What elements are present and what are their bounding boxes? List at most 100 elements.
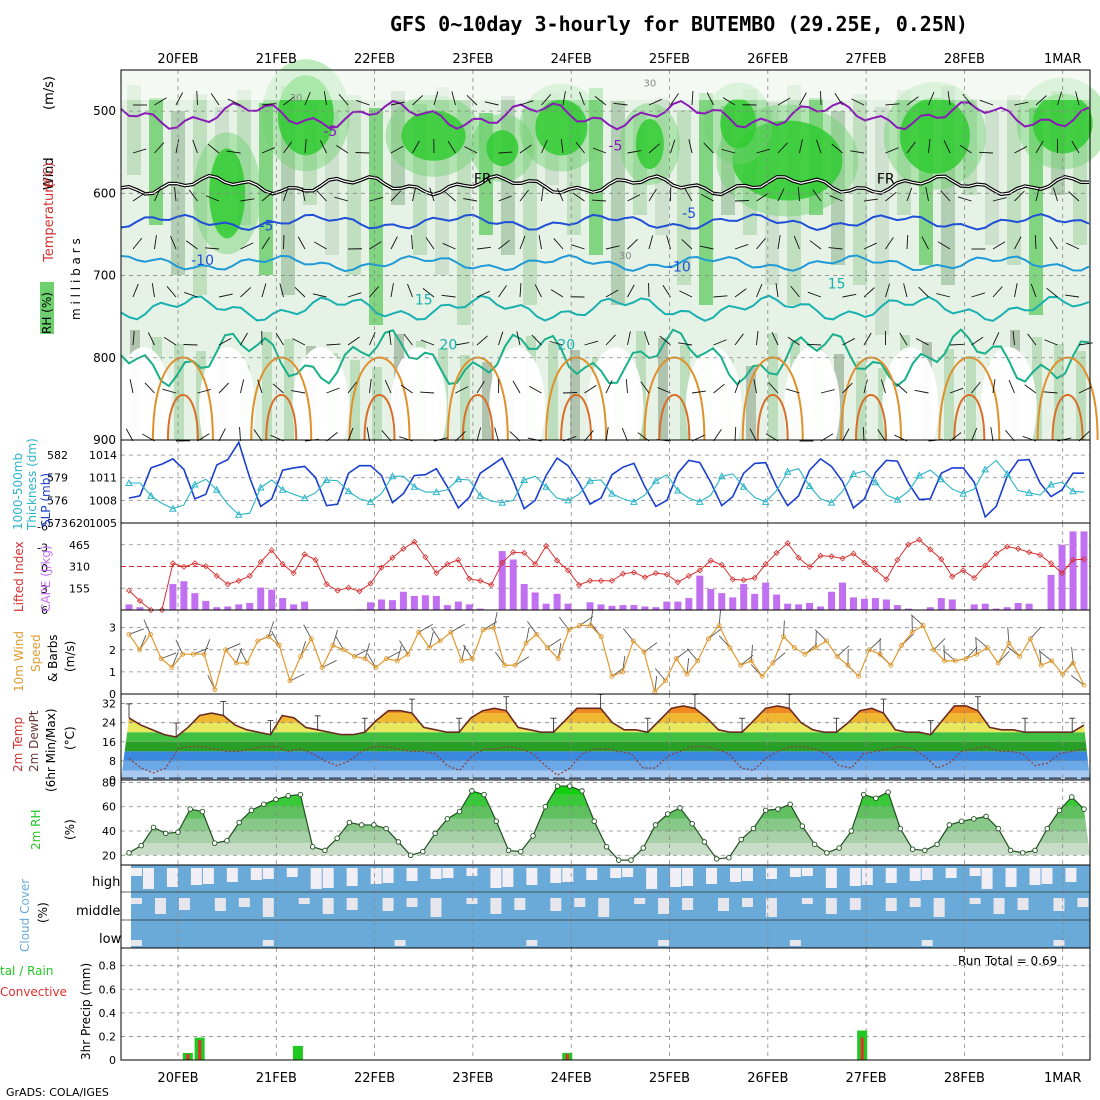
cape-bar	[893, 605, 901, 610]
cape-bar	[191, 593, 199, 610]
wind10-barb	[143, 619, 151, 635]
wind-barb	[722, 97, 736, 106]
lifted-index-marker	[378, 564, 385, 571]
isotherm-minus10	[120, 254, 1090, 273]
wind10-marker	[770, 660, 776, 666]
wind-barb	[807, 291, 822, 298]
wind-barb	[550, 289, 564, 298]
wind-barb	[442, 242, 456, 250]
wind10-marker	[416, 629, 422, 635]
lifted-index-marker	[960, 567, 967, 574]
cloud-high-gap	[430, 868, 442, 879]
panel-frame	[120, 947, 1091, 1061]
lifted-index-marker	[619, 570, 627, 577]
wind-barb	[261, 103, 276, 106]
wind-barb	[992, 197, 1007, 202]
cape-bar	[1069, 531, 1077, 610]
wind-barb	[253, 429, 263, 442]
date-label-bottom: 21FEB	[256, 1071, 297, 1086]
contour-label: 30	[290, 93, 303, 104]
rh2m-marker	[273, 796, 279, 803]
wind-barb	[863, 332, 872, 346]
wind-barb	[447, 140, 456, 154]
rh2m-marker	[1069, 794, 1075, 800]
temp-band	[121, 770, 1090, 780]
cloud-high-gap	[765, 868, 777, 879]
wind10-marker	[609, 673, 615, 679]
rh2m-marker	[407, 852, 414, 859]
wind10-marker	[1017, 653, 1023, 659]
cape-label: CAPE (J/kg)	[39, 545, 53, 612]
rh-dry-pocket	[115, 347, 172, 468]
lifted-index-marker	[334, 587, 341, 594]
wind10-marker	[180, 651, 186, 657]
wind10-marker	[673, 656, 679, 662]
wind10-barb	[495, 651, 505, 666]
cape-bar	[926, 607, 934, 610]
wind-barb	[562, 91, 566, 106]
temp-band	[121, 705, 1090, 714]
cloud-high-gap	[166, 868, 178, 887]
wind-barb	[592, 199, 607, 202]
rh2m-marker	[1056, 807, 1063, 814]
wind10-barb	[974, 636, 988, 648]
wind-barb	[978, 151, 994, 154]
wind-barb	[863, 379, 868, 394]
rh2m-marker	[664, 811, 671, 817]
wind10-barb	[525, 627, 530, 644]
isotherm-minus5	[120, 213, 1090, 232]
lifted-index-marker	[235, 577, 242, 584]
wind-barb	[1035, 140, 1044, 154]
isotherm-warmer	[166, 394, 199, 441]
rh-column-low	[746, 366, 756, 440]
rh-moist-blob	[486, 130, 519, 167]
cloud-high-gap	[310, 868, 322, 889]
rh2m-marker	[309, 844, 316, 850]
wind10-marker	[298, 653, 304, 659]
wind-barb	[166, 285, 177, 298]
rh2m-marker	[615, 857, 622, 863]
wind-barb	[390, 236, 398, 250]
lifted-index-marker	[433, 570, 440, 577]
wind10-marker	[888, 662, 894, 668]
lifted-index-marker	[740, 577, 747, 584]
cloud-low-gap	[131, 940, 142, 946]
wind-barb	[429, 187, 435, 202]
wind-barb	[205, 247, 220, 250]
t2-label-a: 2m Temp	[11, 717, 25, 772]
cloud-high-gap	[322, 868, 334, 888]
wind-barb	[1014, 146, 1028, 154]
cape-bar	[169, 584, 177, 610]
wind-barb	[455, 342, 470, 346]
wind10-barb	[332, 629, 338, 646]
wind10-marker	[577, 623, 583, 628]
date-label-bottom: 25FEB	[649, 1071, 690, 1086]
wind10-barb	[589, 609, 594, 626]
wind-barb	[937, 241, 951, 250]
rh2m-marker	[958, 818, 965, 825]
wind-barb	[971, 292, 986, 298]
lifted-index-marker	[191, 560, 198, 567]
wind-barb	[347, 381, 357, 394]
lifted-index-line	[128, 539, 1085, 611]
lifted-index-marker	[1058, 570, 1066, 577]
precip-convective-bar	[186, 1054, 190, 1060]
wind10-barb	[686, 658, 690, 675]
li-tick: 3	[41, 583, 48, 596]
contour-label: FR	[877, 171, 895, 187]
cloud-middle-gap	[214, 898, 226, 911]
wind-barb	[842, 428, 850, 442]
wind-barb	[541, 140, 548, 154]
wind10-marker	[308, 636, 314, 642]
thickness-marker	[432, 488, 441, 496]
thickness-marker	[366, 497, 375, 505]
rh2-units: (%)	[63, 819, 77, 840]
wind-barb	[605, 289, 619, 298]
wind-barb	[425, 237, 435, 250]
wind-barb	[1035, 95, 1047, 106]
cloud-high-gap	[526, 868, 538, 885]
cloud-middle-gap	[322, 898, 334, 914]
contour-label: 20	[557, 338, 575, 354]
wind10-marker	[716, 623, 722, 628]
wind10-barb	[268, 621, 275, 637]
